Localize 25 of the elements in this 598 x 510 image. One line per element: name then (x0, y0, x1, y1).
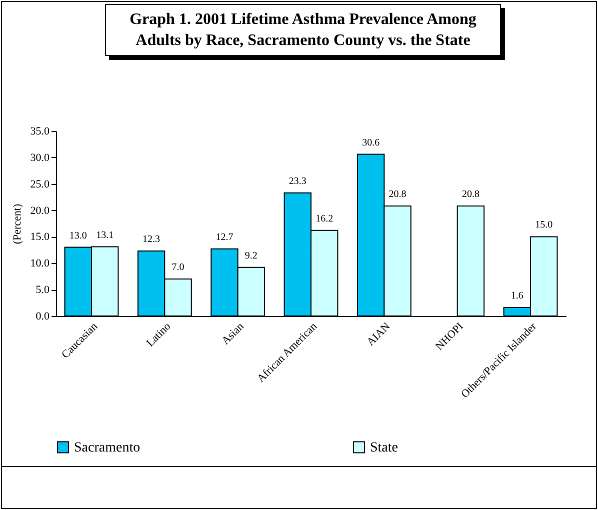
y-tick-label: 30.0 (30, 152, 50, 164)
y-tick-label: 5.0 (36, 284, 50, 296)
legend-label: Sacramento (74, 440, 140, 456)
chart-title: Graph 1. 2001 Lifetime Asthma Prevalence Among Adults by Race, Sacramento County vs. the State (105, 4, 501, 56)
y-tick-label: 20.0 (30, 204, 50, 217)
data-label: 20.8 (462, 189, 480, 200)
data-label: 16.2 (316, 213, 334, 224)
data-label: 12.7 (216, 232, 234, 243)
y-tick-label: 10.0 (30, 258, 50, 270)
y-axis-title: (Percent) (11, 204, 24, 244)
data-label: 13.0 (69, 230, 87, 242)
data-label: 9.2 (244, 250, 258, 262)
data-label: 7.0 (172, 262, 184, 273)
legend-label: State (370, 440, 398, 456)
data-label: 30.6 (362, 137, 380, 148)
data-label: 15.0 (535, 220, 553, 231)
y-tick-label: 0.0 (36, 310, 50, 322)
data-label: 13.1 (96, 230, 114, 241)
data-label: 20.8 (388, 189, 406, 200)
y-tick-label: 35.0 (30, 126, 50, 138)
y-tick-label: 25.0 (30, 178, 50, 190)
data-label: 23.3 (288, 176, 306, 187)
data-label: 1.6 (510, 290, 524, 302)
data-label: 12.3 (142, 234, 160, 245)
y-tick-label: 15.0 (30, 231, 50, 244)
